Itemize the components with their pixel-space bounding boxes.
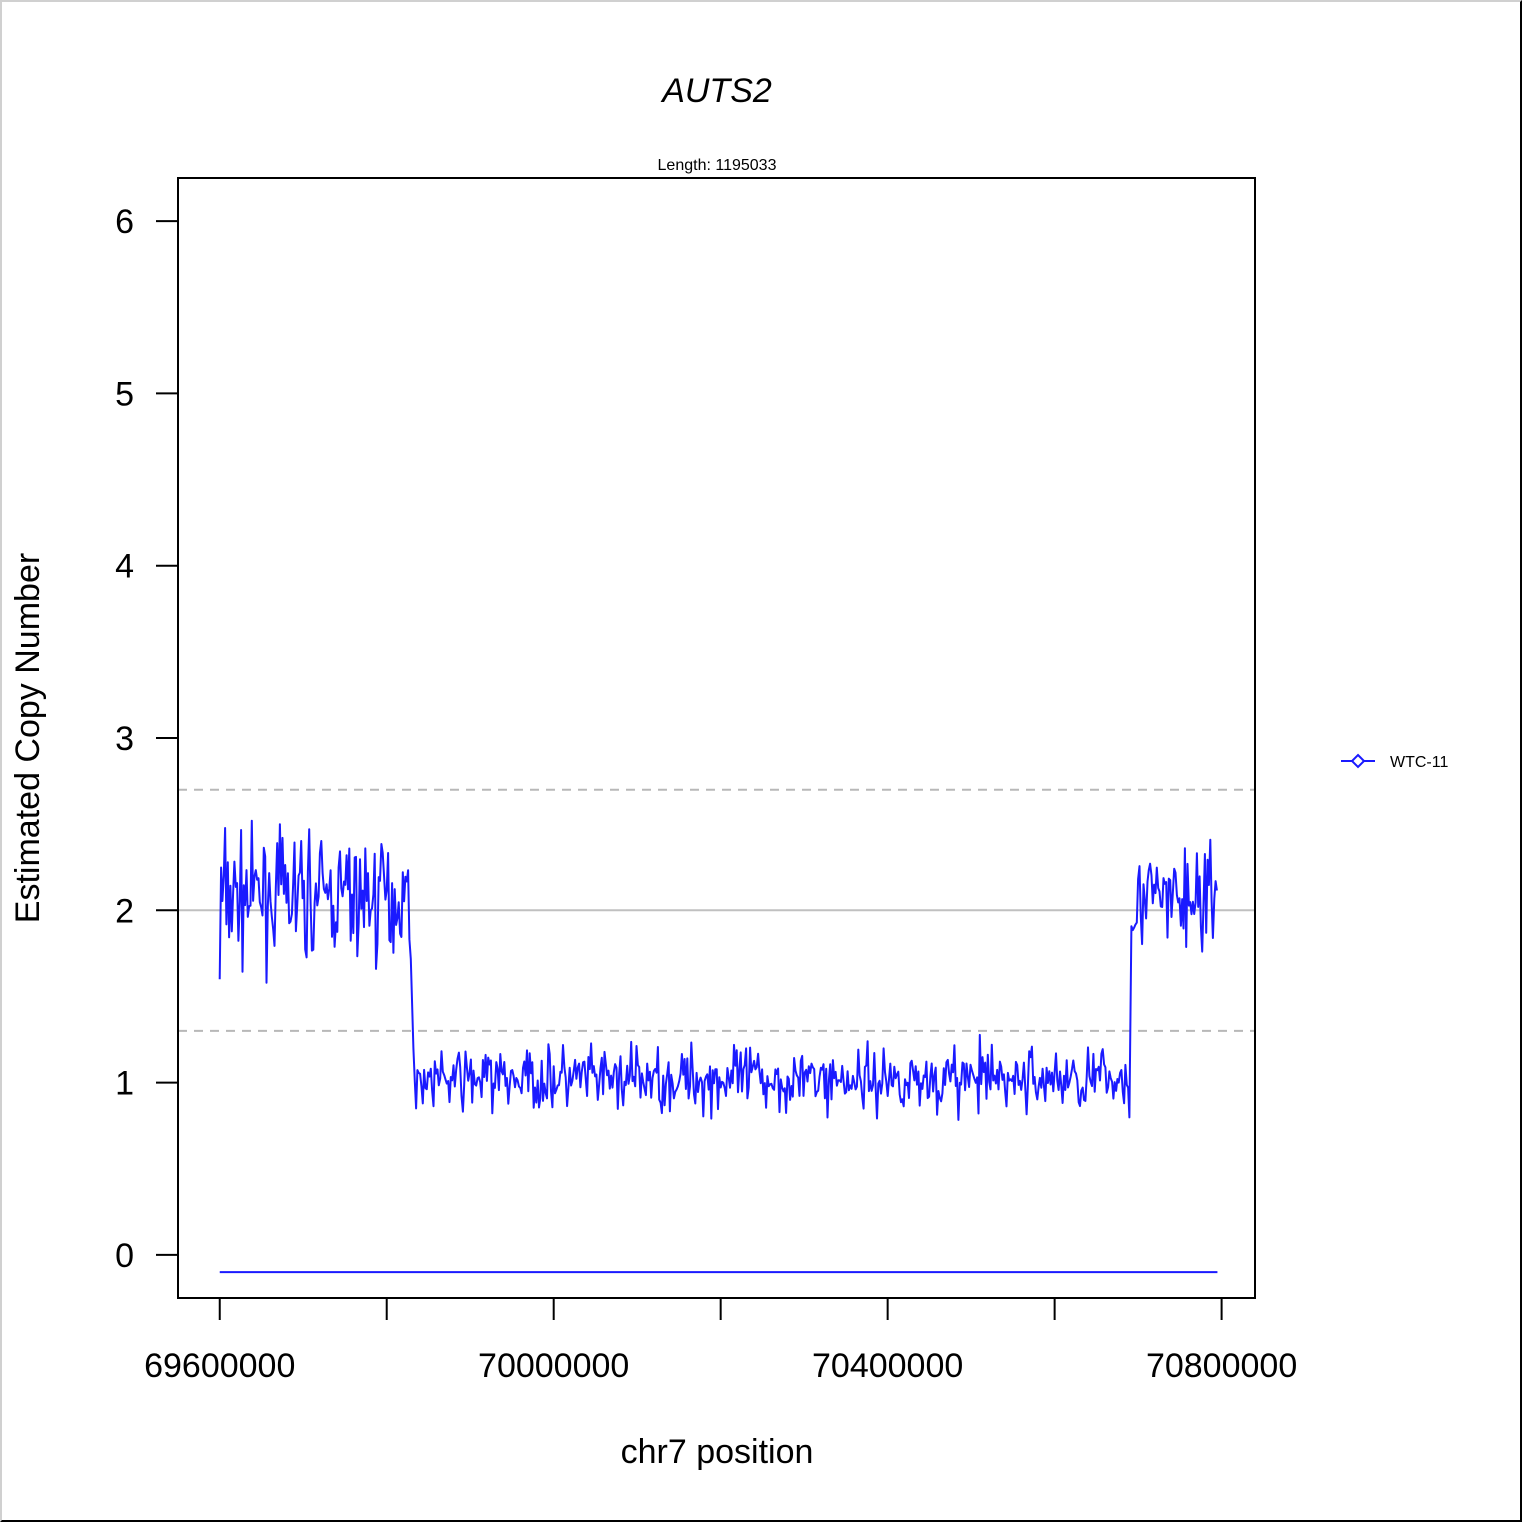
y-tick-label: 3 bbox=[115, 720, 134, 758]
legend-marker bbox=[1350, 753, 1366, 769]
y-tick-label: 0 bbox=[115, 1237, 134, 1275]
chart-subtitle: Length: 1195033 bbox=[658, 157, 777, 174]
x-tick-label: 70800000 bbox=[1146, 1347, 1297, 1385]
chart-title: AUTS2 bbox=[660, 72, 772, 110]
y-tick-label: 1 bbox=[115, 1065, 134, 1103]
y-tick-label: 5 bbox=[115, 375, 134, 413]
y-tick-label: 2 bbox=[115, 892, 134, 930]
y-axis-label: Estimated Copy Number bbox=[9, 553, 47, 923]
x-tick-label: 70000000 bbox=[478, 1347, 629, 1385]
x-tick-label: 70400000 bbox=[812, 1347, 963, 1385]
plot-area: 0 1 2 3 4 5 6 69600000 70000000 70400000 70800000 bbox=[115, 177, 1297, 1385]
series-line-0 bbox=[218, 819, 1218, 1121]
y-tick-label: 4 bbox=[115, 548, 134, 586]
x-tick-label: 69600000 bbox=[144, 1347, 295, 1385]
y-tick-label: 6 bbox=[115, 203, 134, 241]
plot-border bbox=[177, 177, 1256, 1299]
legend-label-wtc-11: WTC-11 bbox=[1390, 754, 1448, 771]
legend: WTC-11 bbox=[1341, 753, 1448, 771]
x-axis-label: chr7 position bbox=[621, 1433, 814, 1471]
